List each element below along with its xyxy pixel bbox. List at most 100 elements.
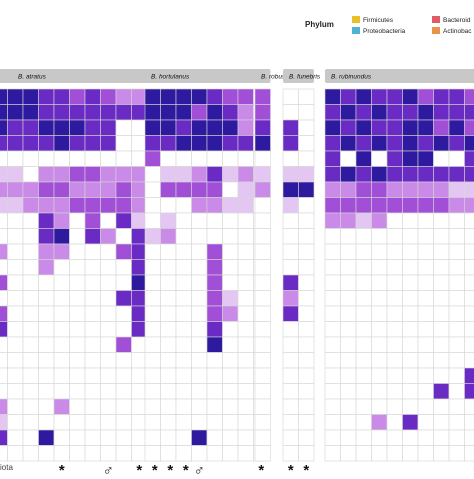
heatmap-cell (8, 306, 24, 322)
heatmap-cell (145, 430, 161, 446)
heatmap-cell (238, 182, 254, 198)
heatmap-cell (356, 260, 372, 276)
panel: B. funebris** (283, 69, 321, 474)
heatmap-cell (325, 337, 341, 353)
heatmap-cell (238, 136, 254, 152)
heatmap-cell (325, 105, 341, 121)
heatmap-cell (223, 384, 239, 400)
panel-label: B. atratus (18, 74, 47, 81)
heatmap-cell (54, 167, 70, 183)
heatmap-cell (192, 105, 208, 121)
heatmap-cell (8, 105, 24, 121)
heatmap-cell (23, 89, 39, 105)
heatmap-cell (176, 89, 192, 105)
heatmap-cell (372, 260, 388, 276)
heatmap-cell (39, 415, 55, 431)
heatmap-cell (223, 337, 239, 353)
heatmap-cell (283, 306, 299, 322)
heatmap-cell (145, 384, 161, 400)
heatmap-cell (161, 415, 177, 431)
heatmap-cell (255, 105, 271, 121)
heatmap-cell (176, 182, 192, 198)
heatmap-cell (192, 430, 208, 446)
sample-marker: * (303, 462, 309, 474)
heatmap-cell (207, 322, 223, 338)
heatmap-cell (418, 275, 434, 291)
heatmap-cell (434, 151, 450, 167)
heatmap-cell (387, 244, 403, 260)
heatmap-cell (372, 182, 388, 198)
sample-marker: * (152, 462, 158, 474)
heatmap-cell (85, 291, 101, 307)
heatmap-cell (145, 167, 161, 183)
heatmap-cell (70, 368, 86, 384)
heatmap-cell (434, 353, 450, 369)
heatmap-cell (8, 213, 24, 229)
heatmap-cell (70, 275, 86, 291)
heatmap-cell (23, 384, 39, 400)
heatmap-cell (372, 120, 388, 136)
heatmap-cell (372, 322, 388, 338)
heatmap-cell (101, 136, 117, 152)
heatmap-cell (161, 430, 177, 446)
heatmap-cell (299, 322, 315, 338)
heatmap-cell (223, 306, 239, 322)
heatmap-cell (387, 399, 403, 415)
heatmap-cell (192, 120, 208, 136)
heatmap-cell (418, 182, 434, 198)
heatmap-cell (23, 306, 39, 322)
heatmap-cell (70, 89, 86, 105)
heatmap-cell (116, 198, 132, 214)
heatmap-cell (132, 213, 148, 229)
heatmap-cell (283, 368, 299, 384)
heatmap-cell (101, 229, 117, 245)
heatmap-cell (299, 353, 315, 369)
heatmap-cell (341, 322, 357, 338)
heatmap-cell (465, 198, 474, 214)
heatmap-cell (70, 337, 86, 353)
heatmap-cell (403, 120, 419, 136)
heatmap-cell (283, 291, 299, 307)
heatmap-cell (434, 136, 450, 152)
heatmap-cell (299, 260, 315, 276)
heatmap-cell (8, 151, 24, 167)
heatmap-cell (356, 337, 372, 353)
heatmap-cell (341, 291, 357, 307)
heatmap-cell (54, 120, 70, 136)
heatmap-cell (449, 415, 465, 431)
heatmap-cell (418, 430, 434, 446)
heatmap-cell (356, 198, 372, 214)
heatmap-cell (54, 353, 70, 369)
heatmap-cell (207, 275, 223, 291)
heatmap-cell (449, 291, 465, 307)
heatmap-cell (39, 151, 55, 167)
heatmap-cell (8, 275, 24, 291)
heatmap-cell (85, 415, 101, 431)
heatmap-cell (238, 384, 254, 400)
heatmap-cell (54, 322, 70, 338)
heatmap-panels: B. atratus*♂****B. hortulanus♂*B. robust… (0, 69, 474, 474)
heatmap-cell (372, 353, 388, 369)
heatmap-cell (161, 120, 177, 136)
heatmap-cell (0, 244, 8, 260)
heatmap-cell (341, 229, 357, 245)
heatmap-cell (192, 213, 208, 229)
heatmap-cell (161, 198, 177, 214)
heatmap-cell (255, 399, 271, 415)
sample-marker: ♂ (194, 462, 205, 474)
heatmap-cell (23, 291, 39, 307)
heatmap-cell (403, 322, 419, 338)
heatmap-cell (39, 213, 55, 229)
heatmap-cell (418, 198, 434, 214)
heatmap-cell (70, 198, 86, 214)
heatmap-cell (176, 430, 192, 446)
heatmap-cell (8, 136, 24, 152)
sample-marker: * (183, 462, 189, 474)
heatmap-cell (449, 446, 465, 462)
heatmap-cell (0, 353, 8, 369)
heatmap-cell (8, 89, 24, 105)
heatmap-cell (356, 89, 372, 105)
heatmap-cell (449, 89, 465, 105)
heatmap-cell (449, 399, 465, 415)
heatmap-cell (70, 291, 86, 307)
